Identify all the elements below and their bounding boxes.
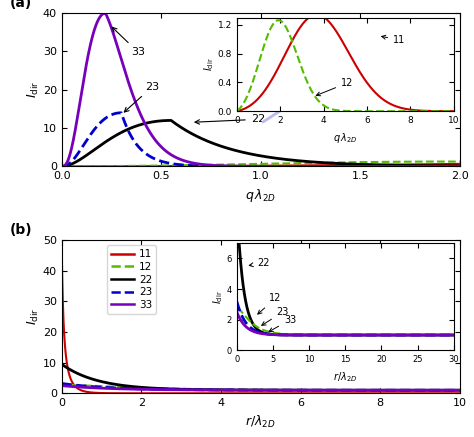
Legend: 11, 12, 22, 23, 33: 11, 12, 22, 23, 33: [107, 245, 156, 314]
Text: 23: 23: [124, 82, 159, 112]
Text: 33: 33: [112, 28, 146, 57]
Text: (a): (a): [10, 0, 32, 10]
X-axis label: $r/\lambda_{2D}$: $r/\lambda_{2D}$: [246, 414, 276, 430]
Y-axis label: $I_{\rm dir}$: $I_{\rm dir}$: [26, 308, 41, 325]
Text: 22: 22: [195, 114, 265, 125]
X-axis label: $q\,\lambda_{2D}$: $q\,\lambda_{2D}$: [245, 187, 276, 204]
Y-axis label: $I_{\rm dir}$: $I_{\rm dir}$: [26, 81, 41, 98]
Text: (b): (b): [10, 223, 33, 237]
